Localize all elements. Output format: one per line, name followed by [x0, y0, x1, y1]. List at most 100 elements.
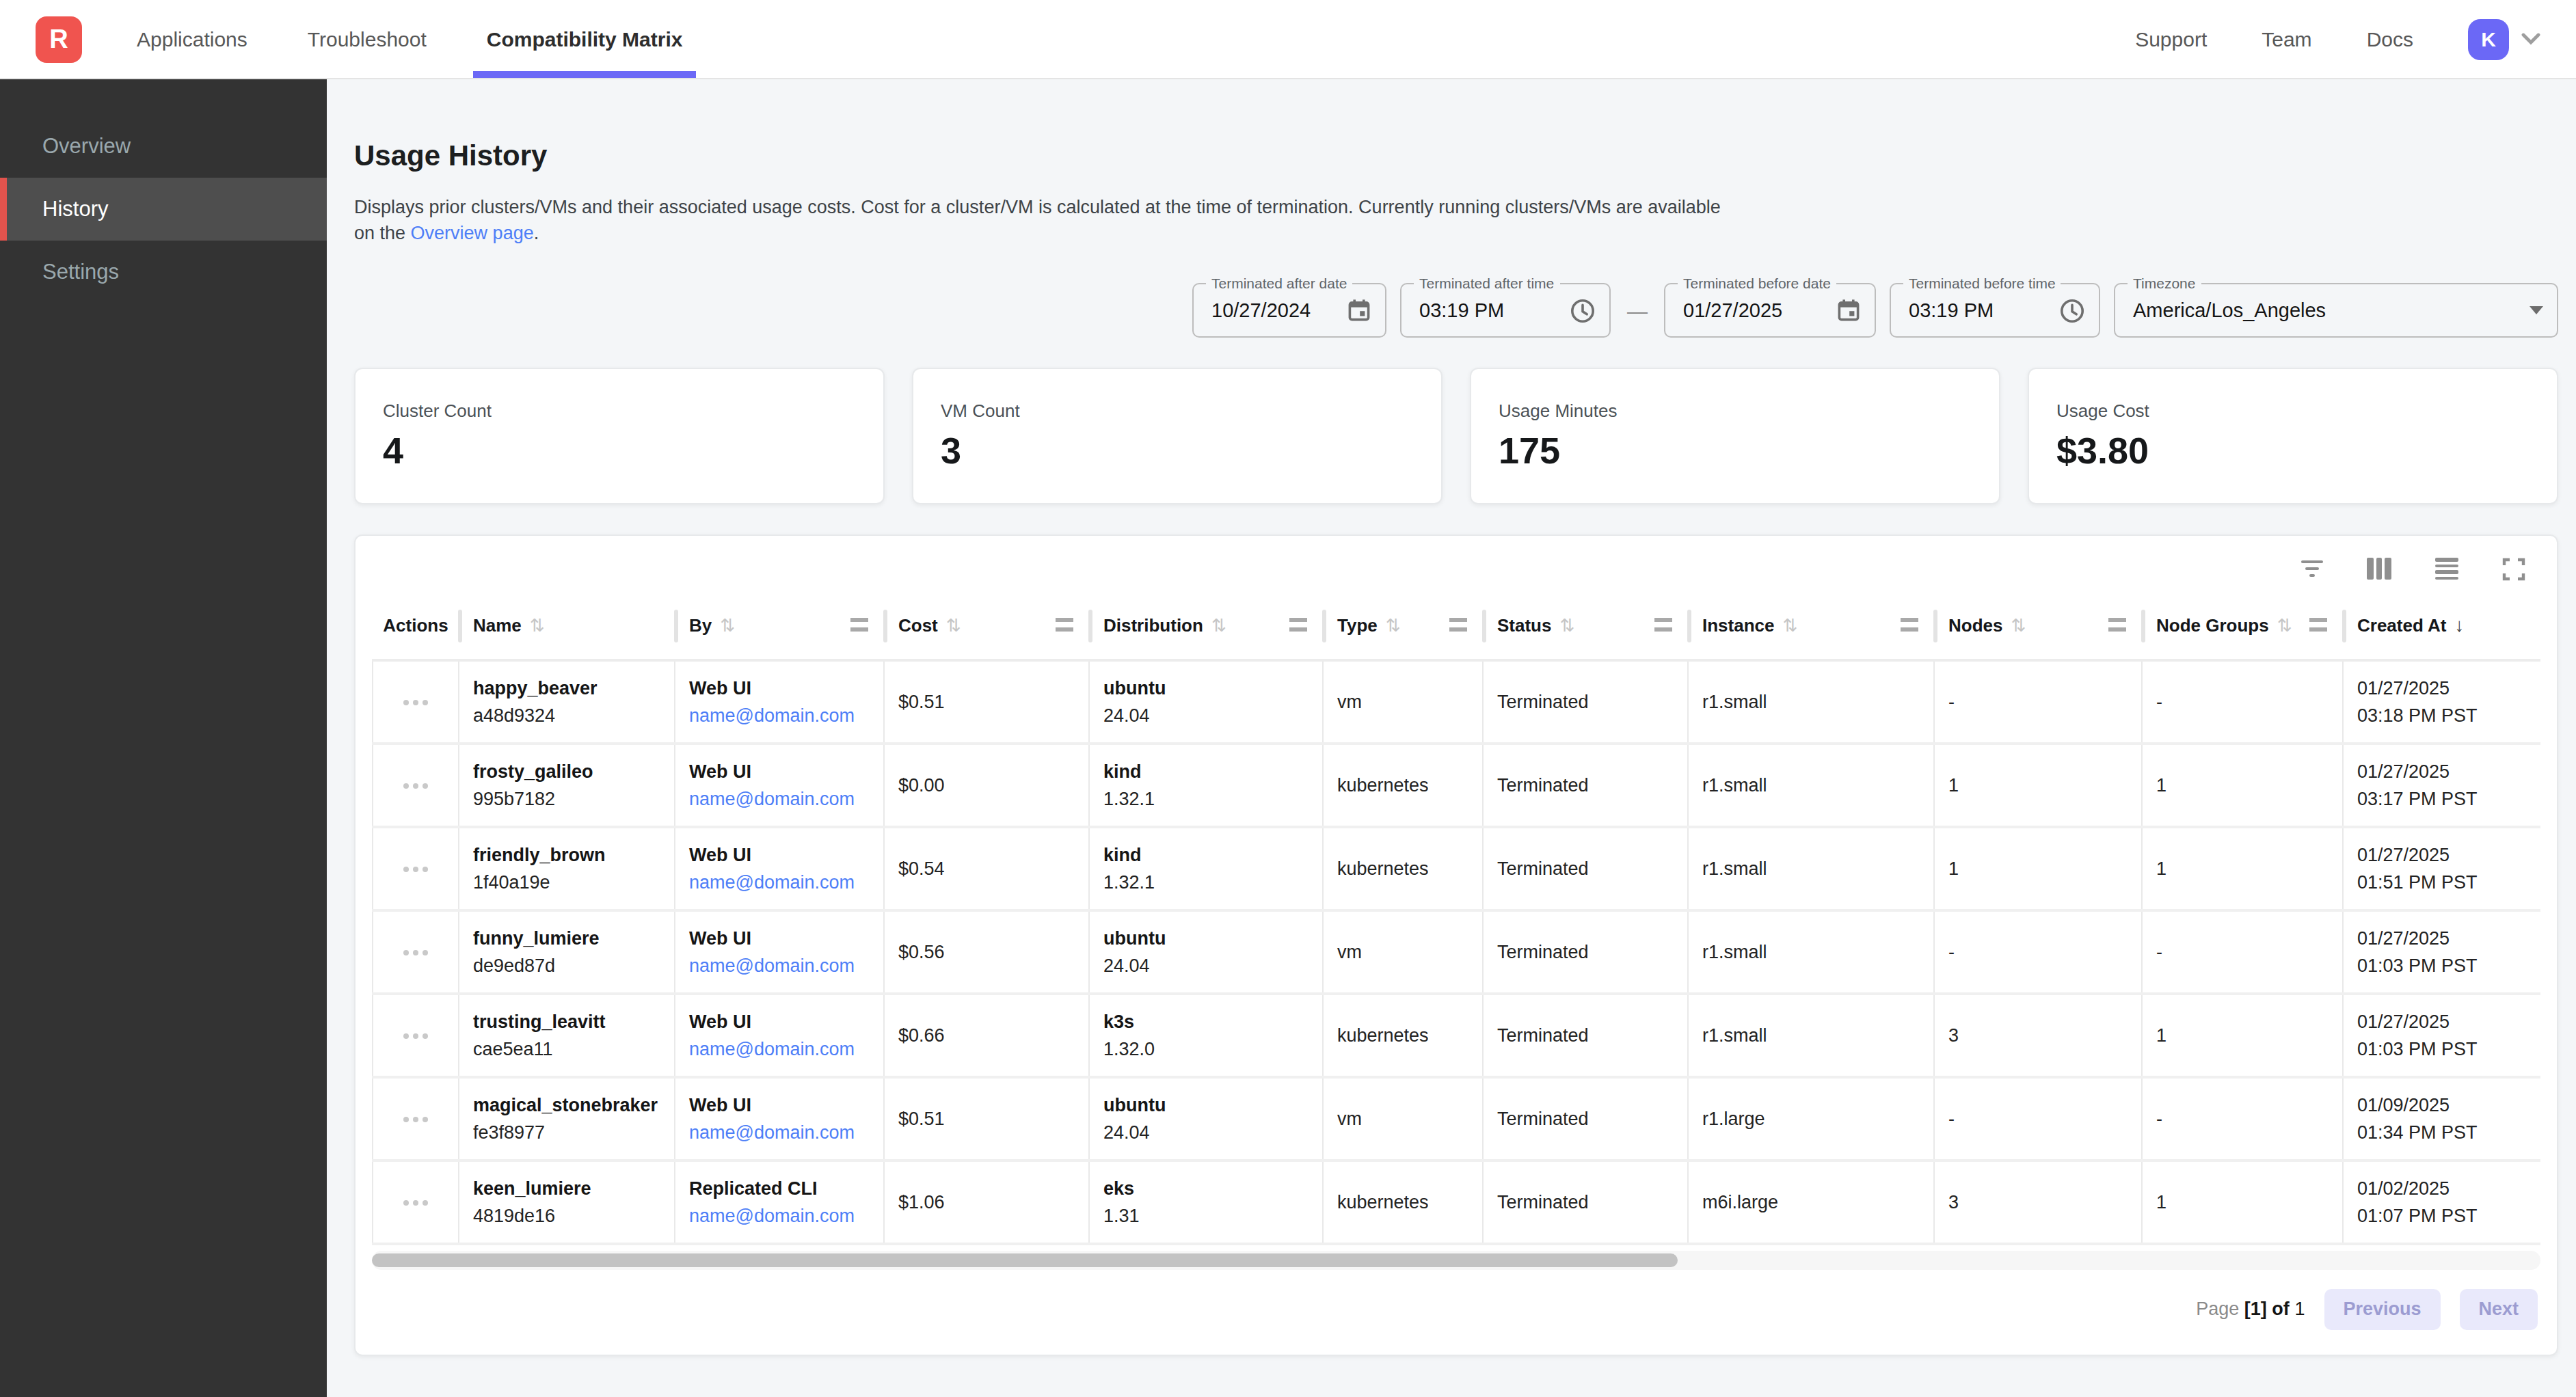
terminated-before-date-field[interactable]: Terminated before date 01/27/2025	[1664, 283, 1876, 338]
type-cell: kubernetes	[1324, 995, 1484, 1076]
sidebar-item-settings[interactable]: Settings	[0, 241, 327, 303]
scrollbar-thumb[interactable]	[372, 1253, 1678, 1266]
nav-link-team[interactable]: Team	[2262, 27, 2311, 51]
tab-compatibility-matrix[interactable]: Compatibility Matrix	[487, 0, 683, 78]
shell: OverviewHistorySettings Usage History Di…	[0, 79, 2576, 1397]
distribution-name: kind	[1103, 761, 1322, 782]
by-email-link[interactable]: name@domain.com	[689, 955, 883, 976]
account-menu[interactable]: K	[2468, 18, 2540, 59]
nav-link-support[interactable]: Support	[2135, 27, 2207, 51]
created-at-cell: 01/27/202501:03 PM PST	[2344, 995, 2540, 1076]
row-actions-button[interactable]	[396, 1025, 435, 1046]
scrollbar-track[interactable]	[372, 1250, 2540, 1269]
dot	[422, 1199, 428, 1205]
row-actions-button[interactable]	[396, 941, 435, 963]
sidebar-item-overview[interactable]: Overview	[0, 115, 327, 178]
table-row: friendly_brown1f40a19eWeb UIname@domain.…	[372, 828, 2540, 912]
replicated-logo[interactable]: R	[36, 16, 82, 62]
sort-icon[interactable]: ⇅	[530, 614, 545, 635]
chevron-down-icon[interactable]	[2521, 33, 2540, 45]
sort-icon[interactable]: ⇅	[946, 614, 961, 635]
column-menu-icon[interactable]	[1056, 618, 1073, 632]
distribution-cell: ubuntu24.04	[1090, 662, 1324, 742]
clock-icon[interactable]	[2059, 297, 2085, 323]
fullscreen-icon[interactable]	[2499, 555, 2527, 582]
terminated-after-time-field[interactable]: Terminated after time 03:19 PM	[1400, 283, 1611, 338]
column-header-name[interactable]: Name⇅	[459, 591, 675, 659]
by-email-link[interactable]: name@domain.com	[689, 1039, 883, 1059]
sort-icon[interactable]: ⇅	[720, 614, 735, 635]
overview-page-link[interactable]: Overview page	[411, 223, 534, 243]
column-menu-icon[interactable]	[2108, 618, 2126, 632]
columns-icon[interactable]	[2365, 555, 2393, 582]
sort-icon[interactable]: ⇅	[2011, 614, 2026, 635]
page-label: Page	[2196, 1299, 2239, 1319]
density-icon[interactable]	[2432, 555, 2460, 582]
column-menu-icon[interactable]	[2309, 618, 2327, 632]
dropdown-arrow-icon[interactable]	[2530, 306, 2543, 314]
column-menu-icon[interactable]	[1901, 618, 1918, 632]
column-header-by[interactable]: By⇅	[675, 591, 885, 659]
column-header-actions[interactable]: Actions	[372, 591, 459, 659]
by-email-link[interactable]: name@domain.com	[689, 789, 883, 809]
column-menu-icon[interactable]	[1654, 618, 1672, 632]
column-label: Distribution	[1103, 614, 1203, 635]
column-header-cost[interactable]: Cost⇅	[885, 591, 1090, 659]
tab-applications[interactable]: Applications	[137, 0, 247, 78]
row-actions-button[interactable]	[396, 858, 435, 880]
status-cell: Terminated	[1484, 662, 1689, 742]
row-actions-button[interactable]	[396, 774, 435, 796]
previous-button[interactable]: Previous	[2324, 1288, 2440, 1329]
timezone-select[interactable]: Timezone America/Los_Angeles	[2114, 283, 2558, 338]
distribution-cell: kind1.32.1	[1090, 828, 1324, 909]
cost-cell: $0.66	[885, 995, 1090, 1076]
sort-icon[interactable]: ⇅	[1386, 614, 1401, 635]
by-email-link[interactable]: name@domain.com	[689, 1206, 883, 1226]
sort-icon[interactable]: ⇅	[1211, 614, 1226, 635]
type-cell: vm	[1324, 662, 1484, 742]
table-row: funny_lumierede9ed87dWeb UIname@domain.c…	[372, 912, 2540, 995]
filter-icon[interactable]	[2298, 555, 2326, 582]
actions-cell	[372, 912, 459, 992]
sort-desc-icon[interactable]: ↓	[2455, 614, 2465, 636]
dot	[403, 866, 409, 871]
sidebar-item-history[interactable]: History	[0, 178, 327, 241]
sort-icon[interactable]: ⇅	[1559, 614, 1574, 635]
row-actions-button[interactable]	[396, 1108, 435, 1130]
distribution-cell: ubuntu24.04	[1090, 1079, 1324, 1159]
column-menu-icon[interactable]	[1449, 618, 1467, 632]
column-header-node-groups[interactable]: Node Groups⇅	[2143, 591, 2344, 659]
column-menu-icon[interactable]	[850, 618, 868, 632]
calendar-icon[interactable]	[1347, 298, 1371, 323]
column-header-distribution[interactable]: Distribution ⇅	[1090, 591, 1324, 659]
column-header-type[interactable]: Type⇅	[1324, 591, 1484, 659]
field-label: Terminated after time	[1414, 275, 1559, 291]
column-menu-icon[interactable]	[1289, 618, 1307, 632]
column-header-instance[interactable]: Instance⇅	[1689, 591, 1935, 659]
cost-cell-value: $0.54	[898, 858, 1088, 879]
type-cell-value: kubernetes	[1337, 1192, 1482, 1212]
row-actions-button[interactable]	[396, 691, 435, 713]
nodes-cell: -	[1935, 662, 2143, 742]
row-actions-button[interactable]	[396, 1191, 435, 1213]
by-email-link[interactable]: name@domain.com	[689, 1122, 883, 1143]
terminated-before-time-field[interactable]: Terminated before time 03:19 PM	[1890, 283, 2100, 338]
terminated-after-date-field[interactable]: Terminated after date 10/27/2024	[1192, 283, 1386, 338]
name-cell: frosty_galileo995b7182	[459, 745, 675, 826]
column-header-status[interactable]: Status⇅	[1484, 591, 1689, 659]
type-cell: kubernetes	[1324, 745, 1484, 826]
by-email-link[interactable]: name@domain.com	[689, 705, 883, 726]
column-header-nodes[interactable]: Nodes⇅	[1935, 591, 2143, 659]
sort-icon[interactable]: ⇅	[2277, 614, 2292, 635]
tab-troubleshoot[interactable]: Troubleshoot	[308, 0, 427, 78]
sort-icon[interactable]: ⇅	[1783, 614, 1798, 635]
column-header-created-at[interactable]: Created At↓	[2344, 591, 2540, 659]
by-email-link[interactable]: name@domain.com	[689, 872, 883, 893]
clock-icon[interactable]	[1570, 297, 1596, 323]
next-button[interactable]: Next	[2459, 1288, 2538, 1329]
cost-cell: $1.06	[885, 1162, 1090, 1243]
nodes-cell-value: 3	[1948, 1025, 2141, 1046]
avatar[interactable]: K	[2468, 18, 2509, 59]
calendar-icon[interactable]	[1836, 298, 1861, 323]
nav-link-docs[interactable]: Docs	[2367, 27, 2413, 51]
